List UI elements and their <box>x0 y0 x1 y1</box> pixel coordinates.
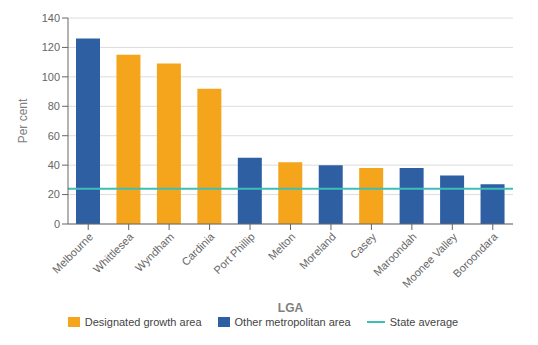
svg-text:80: 80 <box>48 100 60 112</box>
svg-text:Melton: Melton <box>266 230 298 262</box>
html-text:State average: State average <box>389 316 459 328</box>
html-text:Designated growth area: Designated growth area <box>84 316 202 328</box>
svg-text:Whittlesea: Whittlesea <box>91 230 136 275</box>
html-text:Other metropolitan area: Other metropolitan area <box>234 316 351 328</box>
svg-text:140: 140 <box>42 12 60 24</box>
svg-text:Per cent: Per cent <box>16 98 30 143</box>
svg-text:Wyndham: Wyndham <box>133 230 176 273</box>
svg-text:0: 0 <box>54 218 60 230</box>
svg-text:Moonee Valley: Moonee Valley <box>400 230 460 290</box>
svg-text:Moreland: Moreland <box>297 230 338 271</box>
svg-text:20: 20 <box>48 188 60 200</box>
svg-text:LGA: LGA <box>278 301 304 315</box>
svg-text:40: 40 <box>48 159 60 171</box>
svg-text:Casey: Casey <box>348 230 379 261</box>
svg-text:Boroondara: Boroondara <box>451 230 501 280</box>
svg-text:60: 60 <box>48 130 60 142</box>
svg-text:Maroondah: Maroondah <box>371 230 419 279</box>
svg-text:Port Phillip: Port Phillip <box>211 230 257 276</box>
svg-text:Cardinia: Cardinia <box>179 230 217 268</box>
svg-text:Melbourne: Melbourne <box>50 230 95 275</box>
svg-text:100: 100 <box>42 71 60 83</box>
svg-text:120: 120 <box>42 41 60 53</box>
